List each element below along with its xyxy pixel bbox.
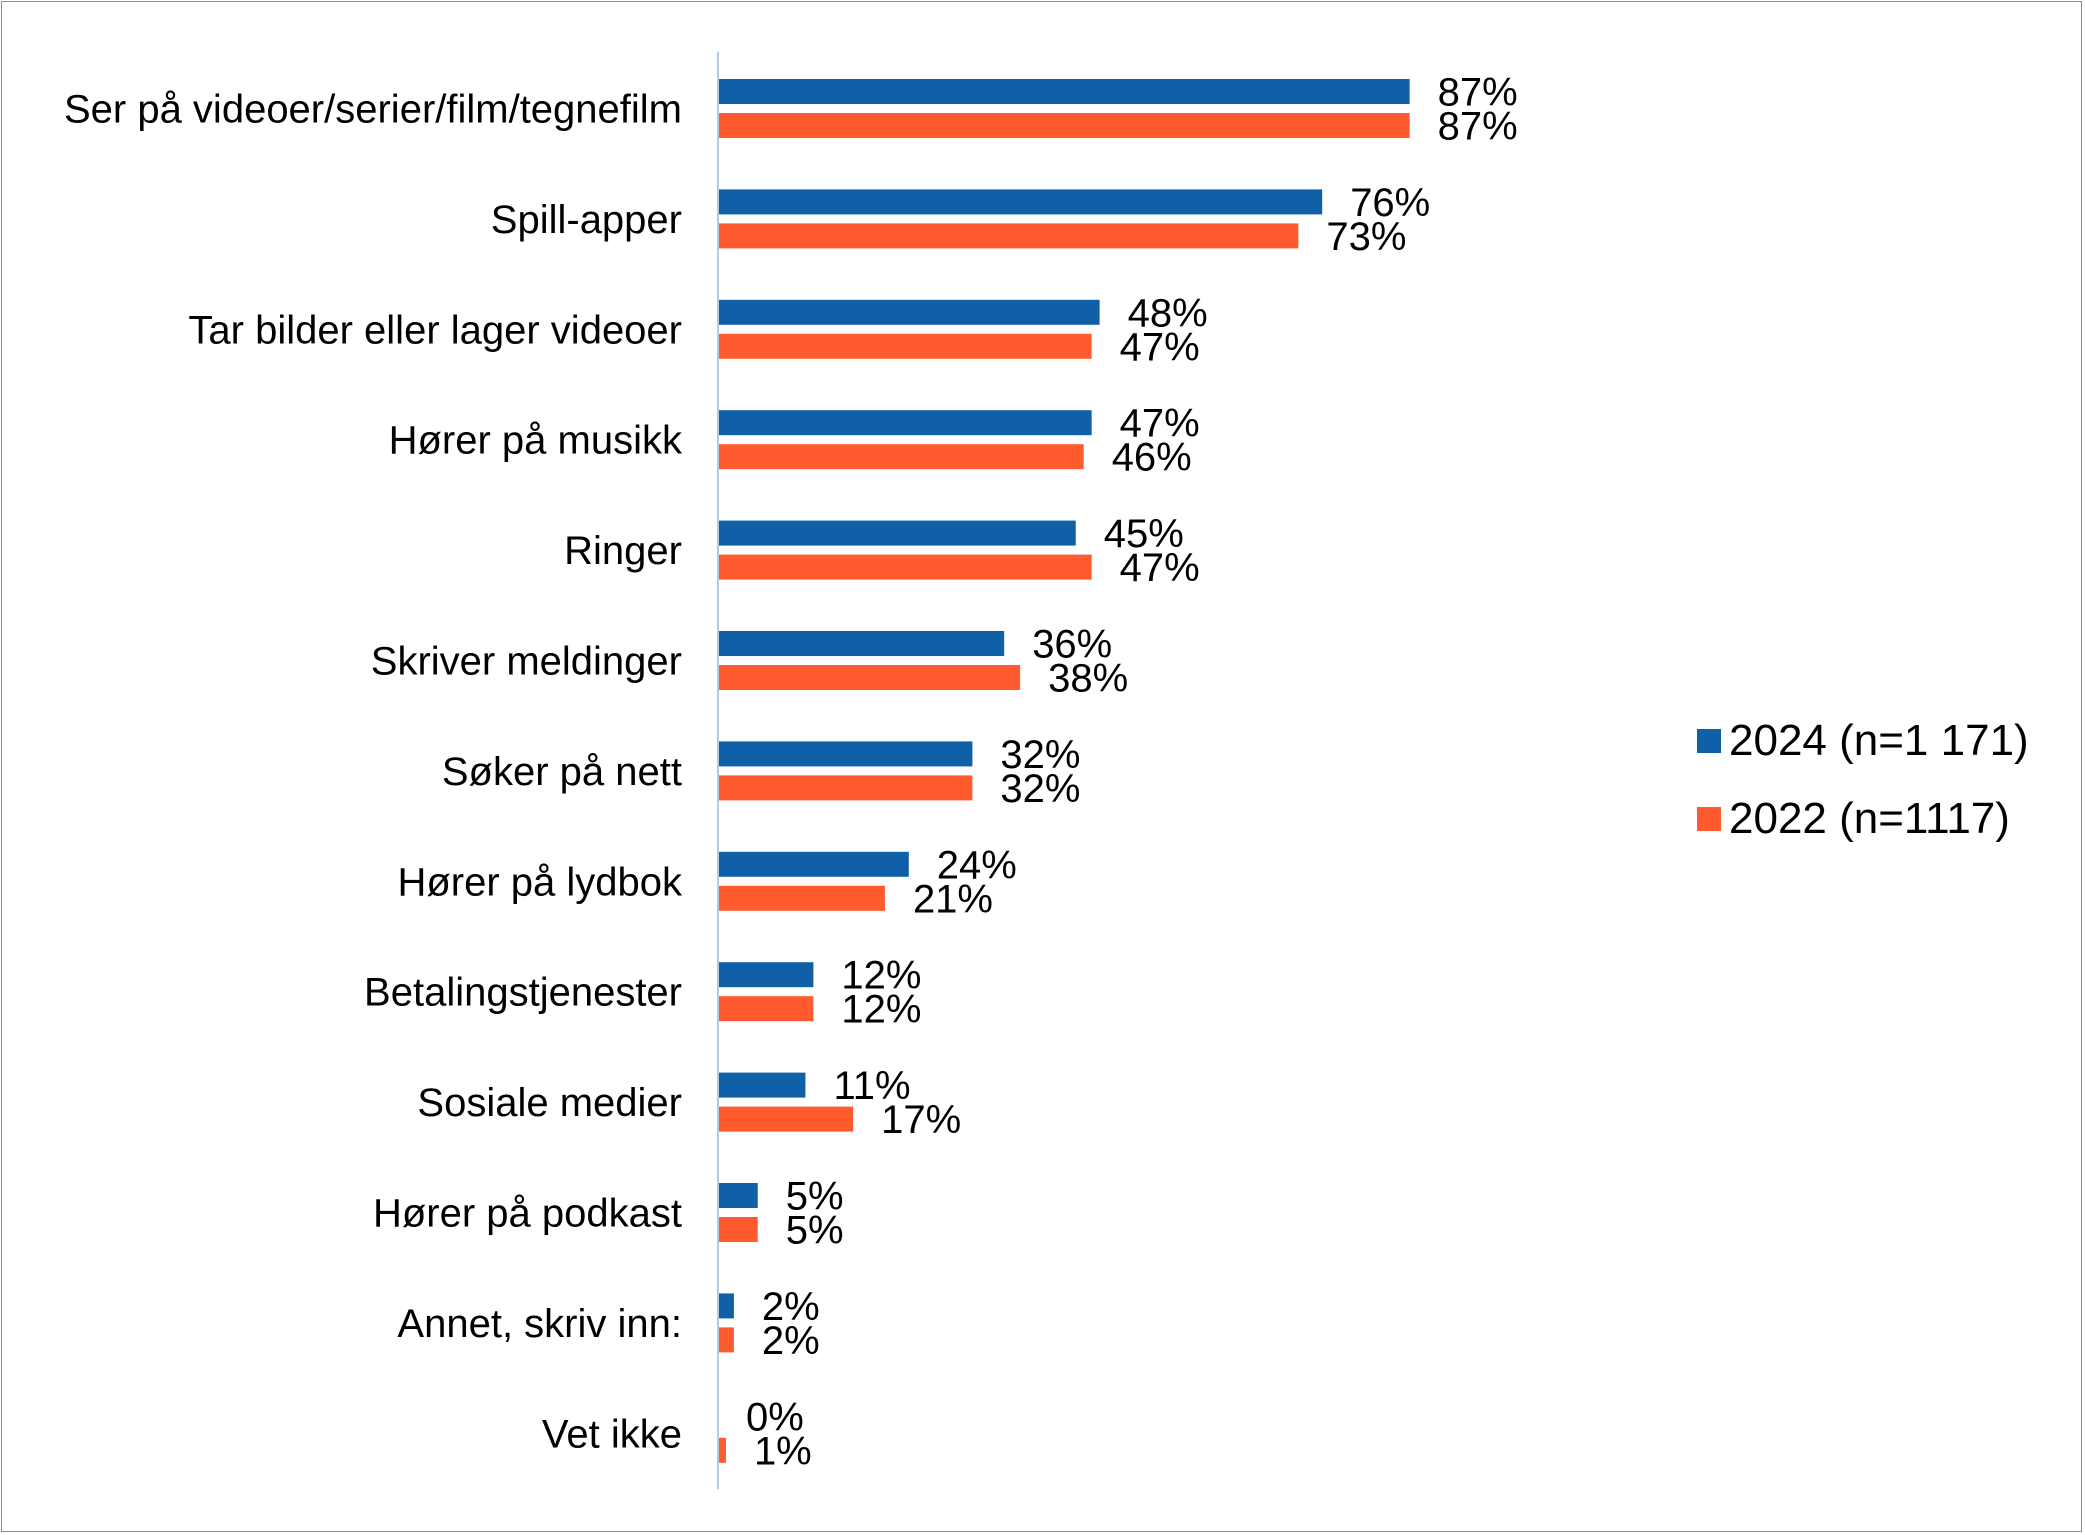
legend-item-2022: 2022 (n=1117) (1697, 780, 2029, 858)
bar-cat-5-series-1 (718, 665, 1021, 690)
category-label-cat-0: Ser på videoer/serier/film/tegnefilm (64, 88, 682, 132)
bar-cat-9-series-0 (718, 1072, 806, 1098)
category-label-cat-6: Søker på nett (442, 750, 682, 794)
category-label-cat-11: Annet, skriv inn: (397, 1302, 682, 1346)
bar-cat-7-series-1 (718, 885, 885, 911)
bar-cat-6-series-1 (718, 775, 973, 801)
value-label-cat-12-series-0: 0% (746, 1395, 804, 1439)
bar-cat-2-series-0 (718, 299, 1100, 325)
category-labels-group: Ser på videoer/serier/film/tegnefilm Spil… (64, 88, 683, 1457)
value-label-cat-4-series-0: 45% (1104, 512, 1184, 556)
bar-cat-5-series-0 (718, 631, 1005, 656)
bar-cat-9-series-1 (718, 1106, 854, 1132)
value-label-cat-6-series-1: 32% (1000, 767, 1080, 811)
value-labels-group: 87%87%76%73%48%47%47%46%45%47%36%38%32%3… (746, 71, 1518, 1474)
bar-cat-4-series-0 (718, 520, 1076, 546)
legend-label-2024: 2024 (n=1 171) (1729, 716, 2029, 765)
legend-label-2022: 2022 (n=1117) (1729, 794, 2010, 843)
value-label-cat-5-series-0: 36% (1032, 623, 1112, 667)
value-label-cat-12-series-1: 1% (754, 1429, 812, 1473)
legend: 2024 (n=1 171) 2022 (n=1117) (1697, 702, 2029, 858)
value-label-cat-11-series-0: 2% (762, 1285, 820, 1329)
value-label-cat-8-series-0: 12% (841, 954, 921, 998)
legend-swatch-2022 (1697, 807, 1721, 831)
category-label-cat-7: Hører på lydbok (397, 860, 683, 904)
value-label-cat-0-series-1: 87% (1438, 105, 1518, 149)
category-label-cat-2: Tar bilder eller lager videoer (188, 308, 682, 352)
value-label-cat-1-series-0: 76% (1350, 181, 1430, 225)
bar-cat-0-series-0 (718, 79, 1410, 104)
value-label-cat-7-series-1: 21% (913, 877, 993, 921)
value-label-cat-3-series-0: 47% (1120, 402, 1200, 446)
bar-cat-1-series-0 (718, 189, 1323, 215)
category-label-cat-10: Hører på podkast (373, 1192, 682, 1236)
bar-cat-10-series-0 (718, 1183, 758, 1208)
value-label-cat-3-series-1: 46% (1112, 436, 1192, 480)
bars-group (718, 79, 1410, 1463)
value-label-cat-1-series-1: 73% (1326, 215, 1406, 259)
value-label-cat-5-series-1: 38% (1048, 657, 1128, 701)
value-label-cat-11-series-1: 2% (762, 1319, 820, 1363)
value-label-cat-9-series-0: 11% (833, 1064, 910, 1108)
bar-cat-12-series-1 (718, 1437, 726, 1463)
bar-cat-6-series-0 (718, 741, 973, 767)
bar-cat-3-series-0 (718, 410, 1092, 436)
bar-cat-10-series-1 (718, 1217, 758, 1242)
bar-cat-8-series-1 (718, 996, 814, 1022)
bar-cat-3-series-1 (718, 444, 1084, 470)
value-label-cat-6-series-0: 32% (1000, 733, 1080, 777)
category-label-cat-12: Vet ikke (542, 1412, 682, 1456)
value-label-cat-10-series-0: 5% (786, 1175, 844, 1219)
value-label-cat-8-series-1: 12% (841, 988, 921, 1032)
value-label-cat-7-series-0: 24% (937, 843, 1017, 887)
value-label-cat-2-series-1: 47% (1120, 325, 1200, 369)
legend-swatch-2024 (1697, 729, 1721, 753)
bar-cat-11-series-0 (718, 1293, 734, 1319)
value-label-cat-4-series-1: 47% (1120, 546, 1200, 590)
bar-cat-8-series-0 (718, 962, 814, 988)
category-label-cat-4: Ringer (564, 529, 682, 573)
value-label-cat-10-series-1: 5% (786, 1209, 844, 1253)
bar-cat-1-series-1 (718, 223, 1299, 249)
bar-cat-0-series-1 (718, 113, 1410, 138)
legend-item-2024: 2024 (n=1 171) (1697, 702, 2029, 780)
category-label-cat-3: Hører på musikk (389, 419, 683, 463)
bar-cat-4-series-1 (718, 554, 1092, 580)
category-label-cat-8: Betalingstjenester (364, 971, 682, 1015)
value-label-cat-2-series-0: 48% (1128, 291, 1208, 335)
bar-cat-7-series-0 (718, 851, 909, 877)
category-label-cat-5: Skriver meldinger (371, 640, 682, 684)
value-label-cat-0-series-0: 87% (1438, 71, 1518, 115)
category-label-cat-1: Spill-apper (491, 198, 682, 242)
bar-cat-2-series-1 (718, 333, 1092, 359)
value-label-cat-9-series-1: 17% (881, 1098, 961, 1142)
bar-cat-11-series-1 (718, 1327, 734, 1353)
category-label-cat-9: Sosiale medier (417, 1081, 682, 1125)
